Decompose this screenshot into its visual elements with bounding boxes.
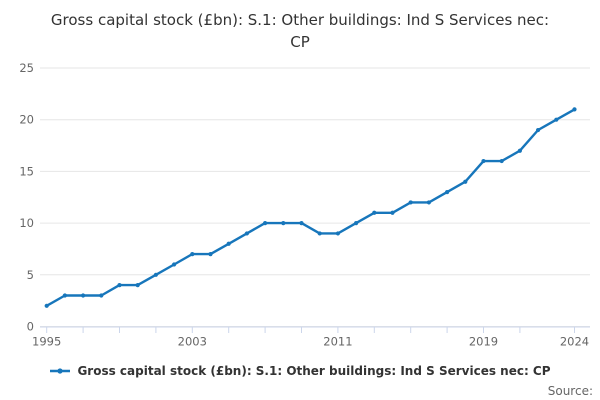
data-point-marker — [317, 231, 322, 236]
data-point-marker — [226, 241, 231, 246]
data-point-marker — [354, 221, 359, 226]
data-point-marker — [153, 272, 158, 277]
y-axis-label: 10 — [19, 216, 34, 230]
data-point-marker — [81, 293, 86, 298]
data-point-marker — [299, 221, 304, 226]
source-label: Source: — [547, 384, 593, 398]
y-axis-label: 25 — [19, 61, 34, 75]
data-point-marker — [426, 200, 431, 205]
legend-label: Gross capital stock (£bn): S.1: Other bu… — [77, 364, 551, 378]
series-line — [45, 108, 576, 307]
data-point-marker — [244, 231, 249, 236]
y-axis-label: 15 — [19, 164, 34, 178]
data-point-marker — [536, 127, 541, 133]
data-point-marker — [463, 179, 468, 184]
data-point-marker — [445, 189, 450, 195]
data-point-marker — [208, 252, 213, 257]
x-axis-label: 2024 — [560, 335, 589, 349]
x-axis-label: 2011 — [323, 335, 352, 349]
data-point-marker — [190, 252, 195, 257]
data-point-marker — [335, 231, 340, 236]
chart-title: Gross capital stock (£bn): S.1: Other bu… — [50, 11, 550, 51]
legend-line-marker-icon — [50, 368, 71, 374]
data-point-marker — [44, 303, 49, 308]
data-point-marker — [481, 158, 486, 164]
data-point-marker — [99, 293, 104, 298]
y-axis-label: 20 — [19, 113, 34, 127]
x-axis-label: 2019 — [469, 335, 498, 349]
data-point-marker — [390, 210, 395, 215]
y-axis-label: 5 — [27, 268, 34, 282]
data-point-marker — [517, 148, 523, 153]
y-axis-label: 0 — [27, 320, 34, 334]
data-point-marker — [281, 221, 286, 226]
x-axis-label: 2003 — [178, 335, 207, 349]
data-point-marker — [263, 221, 268, 226]
data-point-marker — [408, 200, 413, 205]
data-point-marker — [117, 283, 122, 288]
data-point-marker — [135, 283, 140, 288]
data-point-marker — [572, 107, 577, 112]
data-point-marker — [172, 262, 177, 267]
data-point-marker — [372, 210, 377, 215]
data-point-marker — [499, 158, 504, 164]
data-point-marker — [554, 117, 559, 122]
legend-item[interactable]: Gross capital stock (£bn): S.1: Other bu… — [0, 364, 600, 378]
data-point-marker — [62, 293, 67, 298]
x-axis-label: 1995 — [32, 335, 61, 349]
